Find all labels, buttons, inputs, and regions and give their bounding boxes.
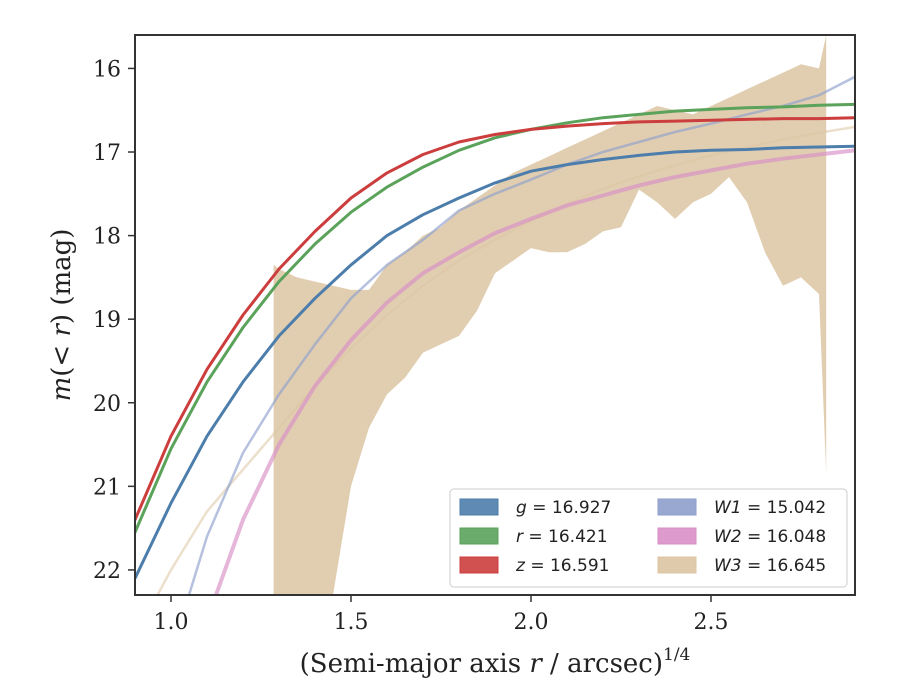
series-line-w2 — [213, 148, 855, 595]
y-tick-label: 17 — [93, 141, 121, 166]
x-tick-label: 1.0 — [154, 610, 189, 635]
y-tick-label: 21 — [93, 475, 121, 500]
y-tick-label: 16 — [93, 57, 121, 82]
series-line-g — [135, 144, 855, 580]
y-tick-label: 22 — [93, 559, 121, 584]
y-tick-label: 18 — [93, 225, 121, 250]
legend-label-w1: W1 = 15.042 — [714, 498, 826, 518]
y-axis-label: m(< r) (mag) — [47, 229, 77, 402]
x-axis-label: (Semi-major axis r / arcsec)1/4 — [300, 645, 691, 679]
series-line-z — [135, 116, 855, 522]
legend-swatch-g — [459, 498, 499, 516]
series-line-w1 — [187, 75, 855, 595]
y-axis: 16 17 18 19 20 21 22 — [93, 57, 135, 584]
legend: g = 16.927 r = 16.421 z = 16.591 W1 = 15.04… — [449, 488, 848, 588]
legend-swatch-w2 — [657, 527, 697, 545]
legend-swatch-z — [459, 556, 499, 574]
legend-label-g: g = 16.927 — [516, 498, 611, 518]
legend-swatch-w3 — [657, 556, 697, 574]
x-tick-label: 2.0 — [514, 610, 549, 635]
x-axis: 1.0 1.5 2.0 2.5 — [154, 595, 729, 635]
x-tick-label: 2.5 — [694, 610, 729, 635]
legend-swatch-w1 — [657, 498, 697, 516]
plot-area — [135, 35, 855, 595]
x-tick-label: 1.5 — [334, 610, 369, 635]
series-line-r — [135, 102, 855, 534]
legend-swatch-r — [459, 527, 499, 545]
plot-frame — [134, 34, 856, 596]
legend-frame — [449, 488, 848, 588]
legend-label-r: r = 16.421 — [516, 527, 608, 547]
y-tick-label: 19 — [93, 308, 121, 333]
legend-label-w2: W2 = 16.048 — [714, 527, 826, 547]
legend-label-z: z = 16.591 — [515, 556, 609, 576]
legend-label-w3: W3 = 16.645 — [714, 556, 826, 576]
y-tick-label: 20 — [93, 392, 121, 417]
